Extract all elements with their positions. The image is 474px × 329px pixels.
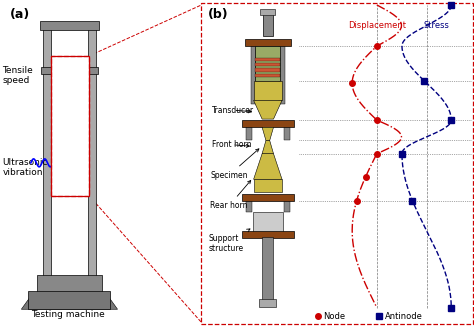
Bar <box>57 153 83 178</box>
Bar <box>245 39 291 46</box>
Text: (b): (b) <box>208 8 228 21</box>
Text: Transducer: Transducer <box>212 106 255 115</box>
Text: Antinode: Antinode <box>385 312 423 321</box>
Bar <box>51 56 89 196</box>
Bar <box>263 12 273 36</box>
Bar <box>284 126 290 140</box>
Bar <box>68 120 72 126</box>
Bar <box>254 81 282 100</box>
Polygon shape <box>262 127 273 140</box>
Bar <box>37 275 102 293</box>
Bar <box>88 23 96 286</box>
Bar <box>66 58 74 61</box>
Bar <box>64 70 77 95</box>
Bar <box>284 200 290 212</box>
Bar <box>64 83 77 86</box>
Bar <box>260 9 275 15</box>
Bar <box>77 120 81 143</box>
Bar <box>64 88 77 90</box>
Bar <box>246 126 252 140</box>
Bar <box>242 120 294 127</box>
Text: Front horn: Front horn <box>212 140 252 149</box>
Bar <box>242 194 294 201</box>
Bar <box>251 45 256 104</box>
Polygon shape <box>60 126 81 143</box>
Bar <box>262 237 273 301</box>
Polygon shape <box>254 100 282 119</box>
Bar <box>255 46 280 81</box>
Bar <box>67 60 73 67</box>
Text: Node: Node <box>323 312 346 321</box>
Bar <box>41 67 98 74</box>
Bar <box>51 56 89 196</box>
Polygon shape <box>254 154 282 179</box>
Text: Rear horn: Rear horn <box>210 181 251 210</box>
Bar <box>279 45 285 104</box>
Text: (a): (a) <box>9 8 30 21</box>
Text: Ultrasonic
vibration: Ultrasonic vibration <box>2 158 48 177</box>
Bar <box>64 75 77 77</box>
Bar <box>40 21 99 30</box>
Bar <box>57 150 83 153</box>
Polygon shape <box>21 296 118 309</box>
Text: Displacement: Displacement <box>348 21 406 30</box>
Bar <box>259 299 276 307</box>
Polygon shape <box>262 140 273 154</box>
Bar <box>60 120 63 143</box>
Bar <box>246 200 252 212</box>
Bar <box>57 117 83 121</box>
Bar <box>28 291 110 309</box>
Polygon shape <box>64 95 77 112</box>
Bar <box>43 23 51 286</box>
Bar <box>242 231 294 238</box>
Text: Support
structure: Support structure <box>209 229 250 253</box>
Text: Specimen: Specimen <box>210 149 259 180</box>
Bar <box>67 177 73 192</box>
Bar <box>64 79 77 82</box>
Bar <box>201 3 473 324</box>
Bar <box>253 212 283 232</box>
Text: Stress: Stress <box>423 21 449 30</box>
Bar <box>255 74 280 77</box>
Text: Tensile
speed: Tensile speed <box>2 66 33 85</box>
Text: Testing machine: Testing machine <box>31 310 105 319</box>
Bar <box>255 58 280 61</box>
Bar <box>254 179 282 192</box>
Bar <box>58 67 82 70</box>
Bar <box>255 68 280 72</box>
Bar <box>255 63 280 66</box>
